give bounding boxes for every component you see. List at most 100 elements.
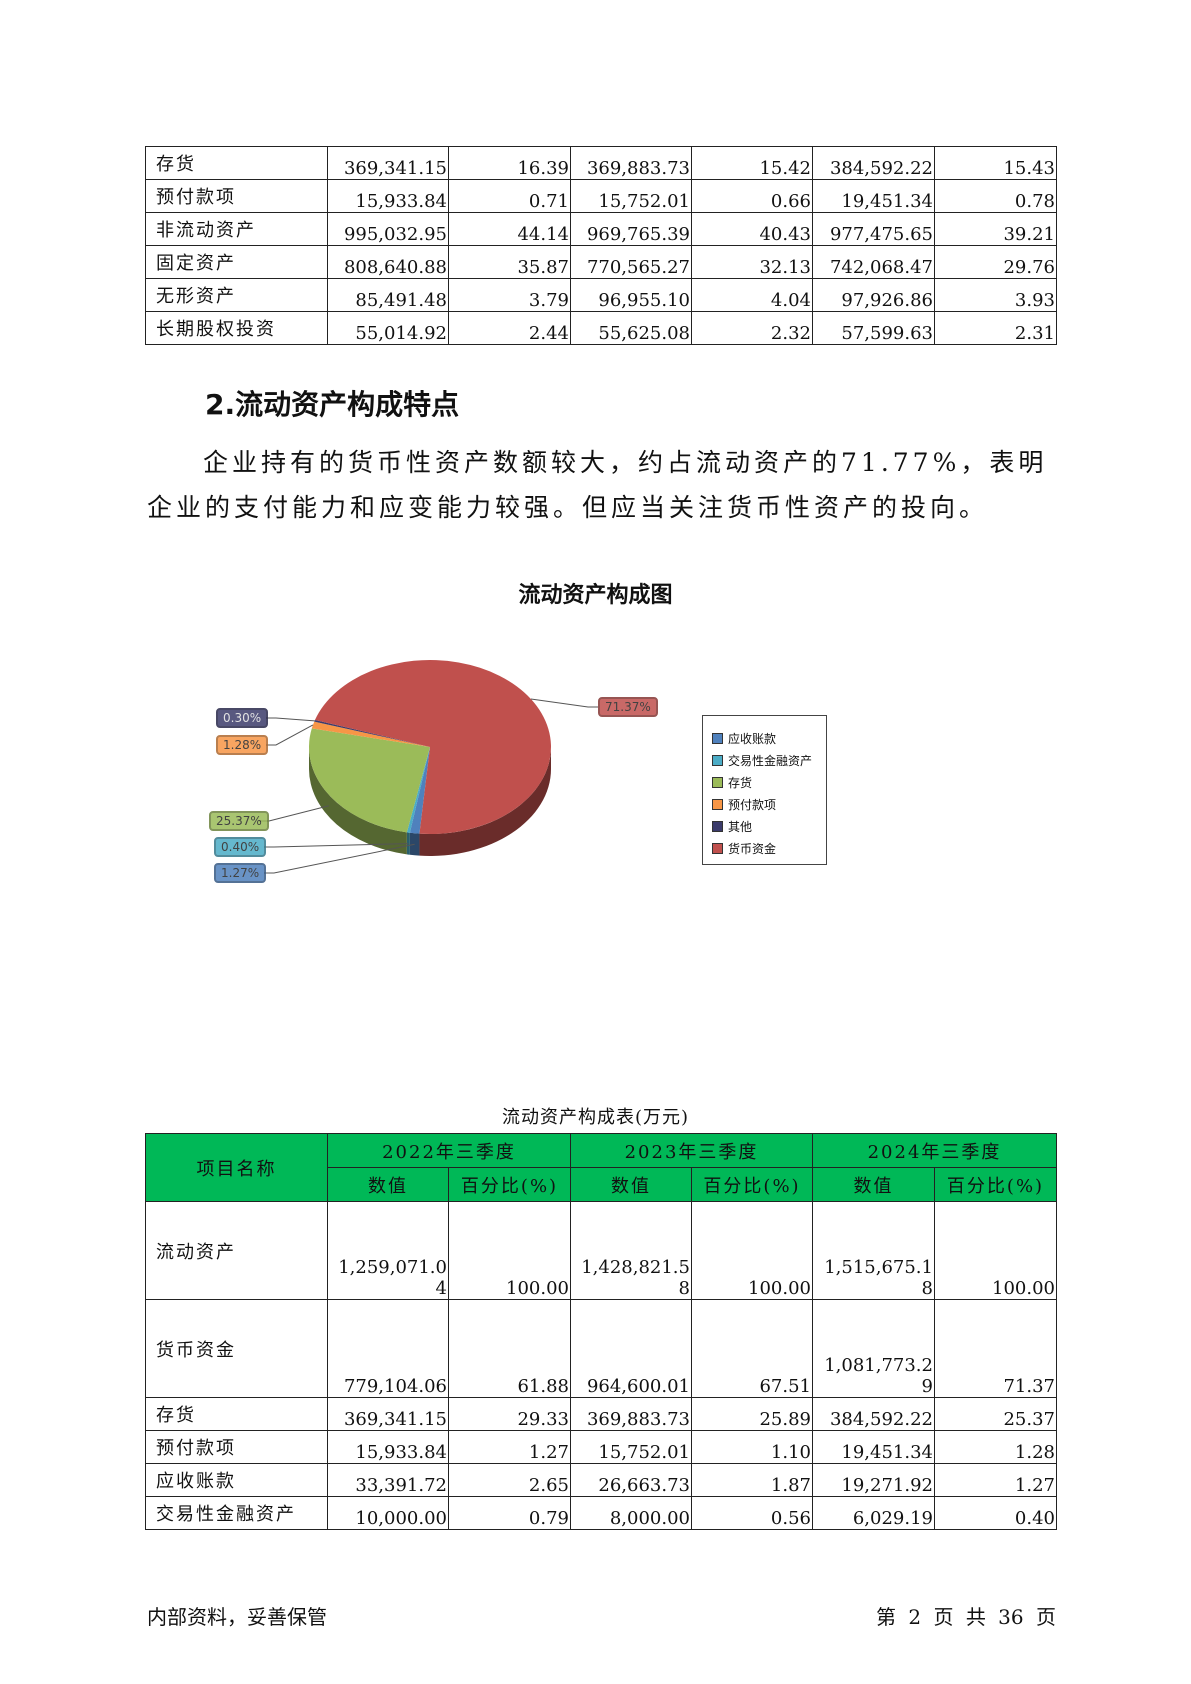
- pie-slice-3: [311, 721, 430, 747]
- row-label: 交易性金融资产: [145, 1496, 328, 1530]
- value-cell: 19,271.92: [812, 1463, 935, 1497]
- pie-side-0: [409, 832, 420, 856]
- data-label: 71.37%: [598, 697, 658, 717]
- row-label: 固定资产: [145, 245, 328, 279]
- table-row: 预付款项 15,933.84 0.71 15,752.01 0.66 19,451.34 0…: [145, 179, 1057, 213]
- legend-label: 交易性金融资产: [728, 753, 813, 768]
- percent-cell: 40.43: [691, 212, 813, 246]
- legend-swatch: [712, 798, 723, 810]
- header-pct: 百分比(%): [691, 1167, 813, 1202]
- data-label: 1.27%: [214, 863, 267, 883]
- value-cell: 10,000.00: [327, 1496, 449, 1530]
- value-cell: 808,640.88: [327, 245, 449, 279]
- percent-cell: 0.66: [691, 179, 813, 213]
- percent-cell: 61.88: [448, 1299, 571, 1398]
- header-pct: 百分比(%): [448, 1167, 571, 1202]
- row-label: 长期股权投资: [145, 311, 328, 345]
- label-leader-line: [266, 717, 315, 722]
- value-cell: 15,933.84: [327, 1430, 449, 1464]
- legend-label: 应收账款: [728, 731, 777, 746]
- value-cell: 57,599.63: [812, 311, 935, 345]
- table-row: 非流动资产 995,032.95 44.14 969,765.39 40.43 977,4…: [145, 212, 1057, 246]
- legend-item: 货币资金: [703, 837, 826, 859]
- legend-swatch: [712, 776, 723, 788]
- value-cell: 55,014.92: [327, 311, 449, 345]
- pie-slice-1: [406, 747, 430, 833]
- header-value: 数值: [327, 1167, 449, 1202]
- pie-side-5: [419, 747, 551, 856]
- row-label: 预付款项: [145, 1430, 328, 1464]
- value-cell: 770,565.27: [570, 245, 692, 279]
- percent-cell: 39.21: [934, 212, 1057, 246]
- value-cell: 1,259,071.04: [327, 1201, 449, 1300]
- legend-label: 其他: [728, 819, 753, 834]
- percent-cell: 2.65: [448, 1463, 571, 1497]
- header-value: 数值: [812, 1167, 935, 1202]
- legend-label: 预付款项: [728, 797, 777, 812]
- percent-cell: 29.33: [448, 1397, 571, 1431]
- label-leader-line: [266, 724, 314, 746]
- percent-cell: 25.89: [691, 1397, 813, 1431]
- data-label: 25.37%: [209, 811, 269, 831]
- percent-cell: 32.13: [691, 245, 813, 279]
- pie-slice-2: [309, 728, 430, 833]
- percent-cell: 0.78: [934, 179, 1057, 213]
- row-label: 无形资产: [145, 278, 328, 312]
- value-cell: 977,475.65: [812, 212, 935, 246]
- value-cell: 15,752.01: [570, 1430, 692, 1464]
- row-label: 存货: [145, 1397, 328, 1431]
- current-assets-table: 项目名称 2022年三季度 2023年三季度 2024年三季度 数值 百分比(%…: [145, 1133, 1057, 1530]
- header-period: 2022年三季度: [327, 1133, 571, 1168]
- value-cell: 19,451.34: [812, 179, 935, 213]
- value-cell: 15,752.01: [570, 179, 692, 213]
- percent-cell: 1.28: [934, 1430, 1057, 1464]
- percent-cell: 2.31: [934, 311, 1057, 345]
- table-row: 长期股权投资 55,014.92 2.44 55,625.08 2.32 57,599.6…: [145, 311, 1057, 345]
- value-cell: 384,592.22: [812, 1397, 935, 1431]
- value-cell: 995,032.95: [327, 212, 449, 246]
- header-period: 2023年三季度: [570, 1133, 813, 1168]
- percent-cell: 35.87: [448, 245, 571, 279]
- percent-cell: 0.56: [691, 1496, 813, 1530]
- data-label: 0.30%: [216, 708, 269, 728]
- value-cell: 369,883.73: [570, 1397, 692, 1431]
- analysis-paragraph: 企业持有的货币性资产数额较大，约占流动资产的71.77%，表明企业的支付能力和应…: [147, 448, 1048, 522]
- value-cell: 33,391.72: [327, 1463, 449, 1497]
- value-cell: 969,765.39: [570, 212, 692, 246]
- legend-item: 交易性金融资产: [703, 749, 826, 771]
- table-row: 交易性金融资产 10,000.00 0.79 8,000.00 0.56 6,029.19…: [145, 1496, 1057, 1530]
- legend-item: 其他: [703, 815, 826, 837]
- legend-item: 预付款项: [703, 793, 826, 815]
- chart-title: 流动资产构成图: [518, 583, 673, 608]
- percent-cell: 100.00: [448, 1201, 571, 1300]
- value-cell: 1,428,821.58: [570, 1201, 692, 1300]
- value-cell: 369,341.15: [327, 1397, 449, 1431]
- percent-cell: 4.04: [691, 278, 813, 312]
- label-leader-line: [264, 843, 415, 874]
- table-row: 固定资产 808,640.88 35.87 770,565.27 32.13 742,06…: [145, 245, 1057, 279]
- pie-side-2: [308, 747, 407, 855]
- percent-cell: 1.87: [691, 1463, 813, 1497]
- header-item-name: 项目名称: [145, 1133, 328, 1202]
- table-row: 货币资金 779,104.06 61.88 964,600.01 67.51 1,081,…: [145, 1299, 1057, 1398]
- label-leader-line: [530, 698, 598, 708]
- legend-swatch: [712, 754, 723, 766]
- table-row: 流动资产 1,259,071.04 100.00 1,428,821.58 100.00…: [145, 1201, 1057, 1300]
- value-cell: 97,926.86: [812, 278, 935, 312]
- row-label: 货币资金: [145, 1299, 328, 1398]
- footer-confidential: 内部资料，妥善保管: [147, 1605, 327, 1629]
- value-cell: 369,341.15: [327, 146, 449, 180]
- data-label: 0.40%: [214, 837, 267, 857]
- legend-label: 存货: [728, 775, 753, 790]
- percent-cell: 71.37: [934, 1299, 1057, 1398]
- row-label: 应收账款: [145, 1463, 328, 1497]
- chart-legend: 应收账款交易性金融资产 存货预付款项其他货币资金: [702, 715, 827, 865]
- percent-cell: 100.00: [691, 1201, 813, 1300]
- percent-cell: 0.79: [448, 1496, 571, 1530]
- percent-cell: 16.39: [448, 146, 571, 180]
- footer-page-number: 第 2 页 共 36 页: [876, 1605, 1056, 1629]
- value-cell: 26,663.73: [570, 1463, 692, 1497]
- header-value: 数值: [570, 1167, 692, 1202]
- value-cell: 85,491.48: [327, 278, 449, 312]
- value-cell: 6,029.19: [812, 1496, 935, 1530]
